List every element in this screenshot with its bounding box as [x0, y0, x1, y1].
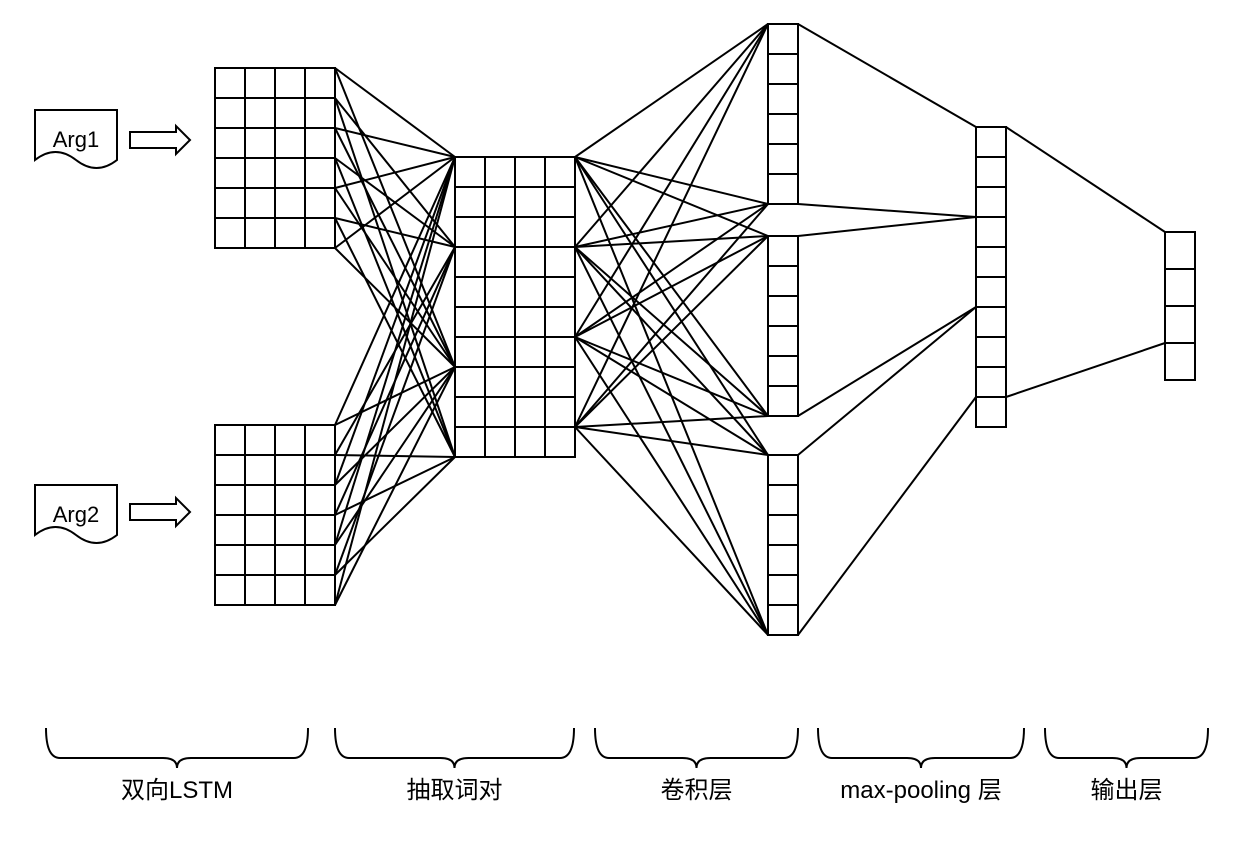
- stage-label-bilstm: 双向LSTM: [121, 777, 233, 804]
- arg1-doc: Arg1: [35, 110, 117, 168]
- stage-label-output: 输出层: [1091, 777, 1163, 804]
- arg2-grid: [215, 425, 335, 605]
- output-column: [1165, 232, 1195, 380]
- stage-label-wordpairs: 抽取词对: [407, 777, 503, 804]
- arg2-label: Arg2: [53, 502, 99, 527]
- wordpair-grid: [455, 157, 575, 457]
- conv1-column: [768, 24, 798, 204]
- stage-conv: 卷积层: [595, 728, 798, 804]
- arg2-doc: Arg2: [35, 485, 117, 543]
- stage-bilstm: 双向LSTM: [46, 728, 308, 804]
- stage-label-conv: 卷积层: [661, 777, 733, 804]
- diagram-root: Arg1 Arg2 双向LSTM 抽取词对 卷积层 max-pooling 层 输出层: [0, 0, 1240, 851]
- stage-wordpairs: 抽取词对: [335, 728, 574, 804]
- arg1-label: Arg1: [53, 127, 99, 152]
- arg1-grid: [215, 68, 335, 248]
- conv2-column: [768, 236, 798, 416]
- conv3-column: [768, 455, 798, 635]
- arrow-0: [130, 126, 190, 154]
- maxpool-column: [976, 127, 1006, 427]
- stage-label-maxpool: max-pooling 层: [840, 777, 1001, 804]
- stage-maxpool: max-pooling 层: [818, 728, 1024, 804]
- stage-output: 输出层: [1045, 728, 1208, 804]
- arrow-1: [130, 498, 190, 526]
